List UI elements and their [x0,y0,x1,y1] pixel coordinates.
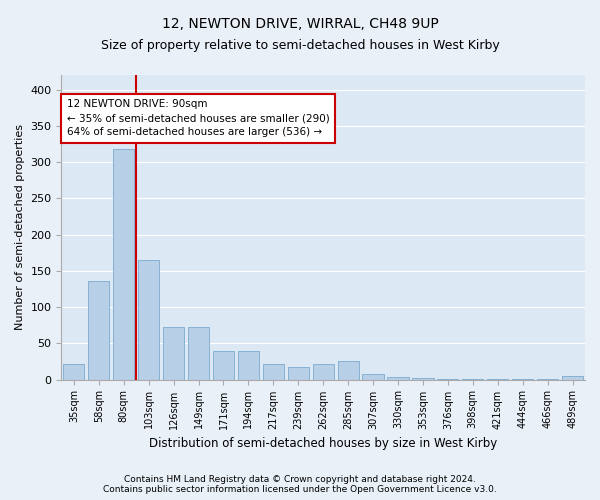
Bar [362,374,383,380]
Bar [138,260,159,380]
Y-axis label: Number of semi-detached properties: Number of semi-detached properties [15,124,25,330]
Text: 12, NEWTON DRIVE, WIRRAL, CH48 9UP: 12, NEWTON DRIVE, WIRRAL, CH48 9UP [161,18,439,32]
Bar [388,376,409,380]
Bar [338,362,359,380]
Bar [512,379,533,380]
Bar [263,364,284,380]
Bar [537,379,558,380]
Bar [562,376,583,380]
Bar [412,378,434,380]
Bar [437,379,458,380]
Bar [487,379,508,380]
Bar [462,379,484,380]
Bar [313,364,334,380]
Bar [287,366,309,380]
Text: Contains HM Land Registry data © Crown copyright and database right 2024.: Contains HM Land Registry data © Crown c… [124,475,476,484]
Text: 12 NEWTON DRIVE: 90sqm
← 35% of semi-detached houses are smaller (290)
64% of se: 12 NEWTON DRIVE: 90sqm ← 35% of semi-det… [67,100,329,138]
Bar [163,328,184,380]
X-axis label: Distribution of semi-detached houses by size in West Kirby: Distribution of semi-detached houses by … [149,437,497,450]
Bar [238,350,259,380]
Bar [88,281,109,380]
Bar [188,328,209,380]
Bar [213,350,234,380]
Text: Contains public sector information licensed under the Open Government Licence v3: Contains public sector information licen… [103,484,497,494]
Text: Size of property relative to semi-detached houses in West Kirby: Size of property relative to semi-detach… [101,39,499,52]
Bar [63,364,85,380]
Bar [113,149,134,380]
